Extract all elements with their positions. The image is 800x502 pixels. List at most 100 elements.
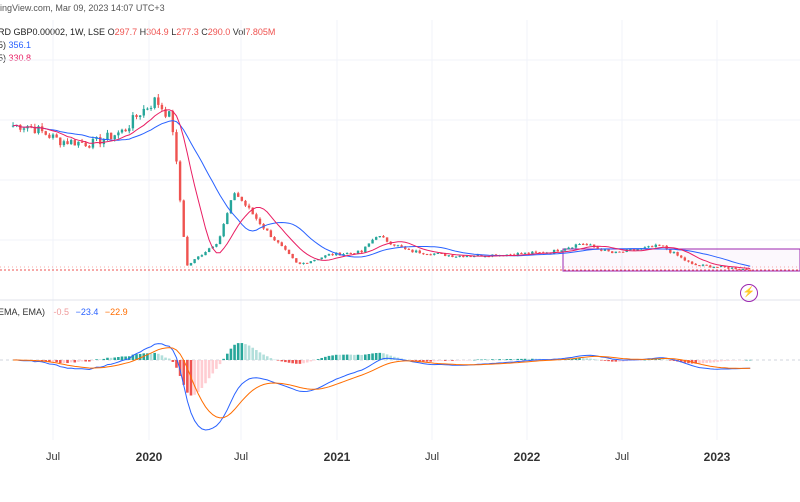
macd-histogram-bar (748, 359, 752, 361)
x-tick-jul-2021: Jul (424, 451, 440, 463)
close-value: 290.0 (207, 27, 231, 37)
macd-histogram-bar (160, 355, 164, 360)
candle-body (632, 249, 636, 251)
macd-histogram-bar (244, 344, 247, 360)
high-value: 304.9 (146, 27, 169, 37)
macd-histogram-bar (342, 354, 345, 360)
candle-body (556, 249, 559, 252)
candle-body (236, 193, 240, 197)
ma1-value: 356.1 (8, 40, 32, 50)
candle-body (342, 253, 345, 256)
macd-histogram-bar (58, 360, 62, 364)
candle-body (178, 161, 182, 201)
macd-histogram-bar (531, 358, 534, 360)
candle-body (618, 251, 621, 253)
macd-histogram-bar (534, 358, 538, 360)
candle-body (215, 244, 218, 247)
macd-histogram-bar (491, 359, 494, 360)
candle-body (433, 253, 436, 255)
macd-histogram-bar (66, 360, 69, 364)
candle-body (102, 139, 106, 145)
candle-body (527, 252, 530, 254)
candle-body (280, 242, 283, 247)
macd-histogram-bar (204, 360, 207, 384)
candle-body (186, 236, 189, 266)
candle-body (120, 129, 124, 133)
macd-histogram-bar (382, 353, 385, 360)
ma2-line[interactable]: 5) 330.8 (0, 52, 275, 65)
macd-histogram-bar (262, 354, 265, 360)
candle-body (672, 252, 676, 254)
macd-signal-value: −22.9 (104, 307, 128, 317)
x-tick-jul-2020: Jul (233, 451, 249, 463)
candle-body (349, 252, 352, 254)
candle-body (600, 248, 603, 251)
macd-histogram-bar (287, 360, 291, 363)
candle-body (458, 255, 461, 257)
candle-body (473, 256, 476, 258)
macd-histogram-bar (516, 358, 520, 360)
macd-histogram-bar (200, 360, 204, 388)
candle-body (683, 257, 687, 261)
macd-histogram-bar (371, 353, 374, 360)
ma1-line[interactable]: 5) 356.1 (0, 39, 275, 52)
macd-histogram-bar (236, 343, 240, 360)
high-label: H (139, 27, 147, 37)
header-text: lingView.com, Mar 09, 2023 14:07 UTC+3 (0, 3, 165, 13)
macd-histogram-bar (411, 360, 414, 361)
chart-header: lingView.com, Mar 09, 2023 14:07 UTC+3 (0, 3, 165, 13)
candle-body (411, 249, 414, 253)
x-tick-jul-2019: Jul (45, 451, 61, 463)
macd-histogram-bar (131, 354, 135, 360)
candle-body (356, 250, 360, 255)
macd-histogram-bar (708, 360, 712, 363)
macd-histogram-bar (37, 360, 40, 361)
candle-body (88, 146, 91, 148)
candle-body (360, 250, 363, 253)
candle-body (255, 214, 258, 219)
macd-histogram-bar (113, 357, 117, 360)
candle-body (596, 247, 599, 249)
macd-histogram-bar (487, 359, 491, 360)
macd-histogram-bar (11, 360, 15, 361)
candle-body (447, 255, 451, 257)
candle-body (694, 263, 697, 266)
candle-body (567, 247, 570, 250)
candle-body (512, 254, 516, 256)
candle-body (113, 135, 116, 140)
macd-histogram-bar (454, 360, 458, 361)
ma-slow-line (13, 109, 751, 269)
macd-histogram-bar (182, 360, 186, 385)
macd-histogram-bar (229, 348, 233, 360)
macd-histogram-bar (196, 360, 200, 392)
macd-histogram-bar (327, 355, 331, 360)
macd-histogram-bar (211, 360, 215, 374)
macd-histogram-bar (683, 360, 687, 363)
macd-histogram-bar (614, 360, 618, 362)
candle-body (124, 129, 127, 132)
macd-histogram-bar (621, 360, 625, 362)
macd-histogram-bar (570, 358, 574, 360)
lightning-icon[interactable]: ⚡ (740, 284, 758, 302)
candle-body (19, 124, 22, 130)
macd-legend[interactable]: EMA, EMA) -0.5 −23.4 −22.9 (0, 307, 128, 317)
macd-histogram-bar (480, 359, 483, 361)
candle-body (106, 132, 109, 140)
macd-histogram-bar (117, 357, 120, 360)
candle-body (701, 264, 705, 266)
macd-histogram-bar (207, 360, 211, 379)
candle-body (716, 266, 719, 268)
macd-histogram-bar (345, 354, 349, 360)
candle-body (404, 247, 407, 250)
candle-body (160, 104, 164, 110)
candle-body (425, 254, 429, 256)
candle-body (128, 128, 131, 132)
candle-body (287, 249, 291, 254)
candle-body (723, 266, 726, 268)
candle-body (244, 200, 247, 206)
macd-histogram-bar (679, 360, 683, 363)
candle-body (353, 253, 356, 255)
macd-histogram-bar (298, 360, 302, 364)
candle-body (80, 141, 84, 143)
